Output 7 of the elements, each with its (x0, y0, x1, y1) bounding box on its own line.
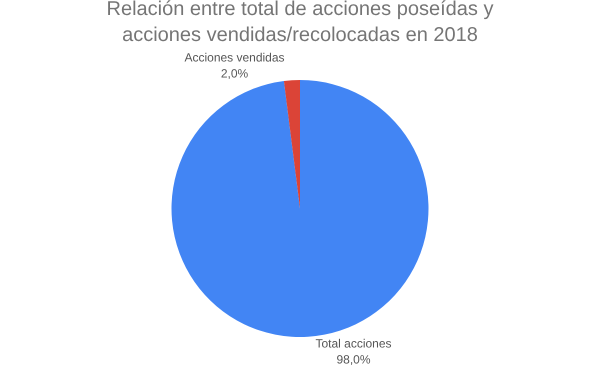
pie-slice (172, 80, 428, 337)
slice-label: Acciones vendidas (184, 50, 285, 65)
data-label: 2,0% (220, 66, 248, 80)
chart-title: Relación entre total de acciones poseídas y acciones vendidas/recolocadas en 2018 (106, 0, 494, 46)
pie-slice (284, 80, 300, 208)
slice-label: Total acciones (315, 336, 392, 351)
data-label: 98,0% (336, 352, 371, 366)
